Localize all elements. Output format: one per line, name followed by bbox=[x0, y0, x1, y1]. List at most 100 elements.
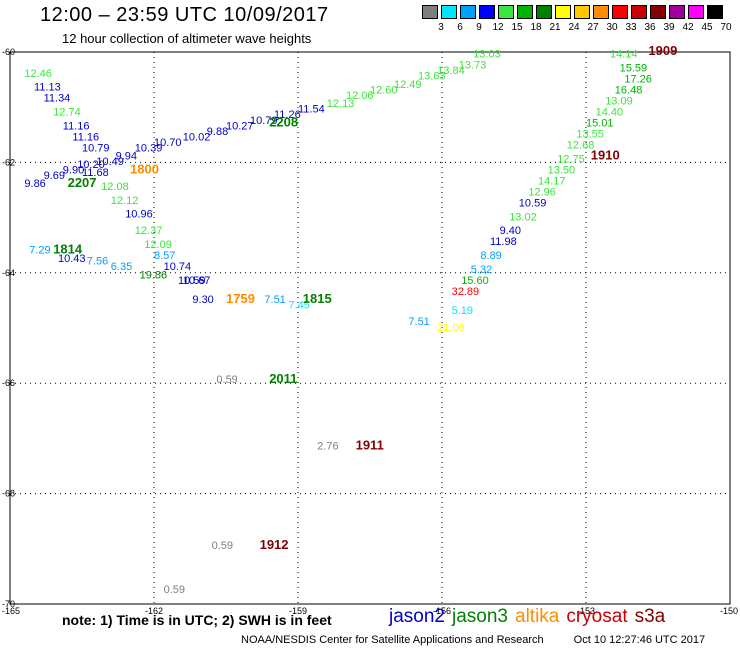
wave-height-value: 14.17 bbox=[538, 175, 566, 187]
legend-swatch-label: 33 bbox=[625, 22, 637, 33]
wave-height-value: 9.69 bbox=[44, 170, 65, 182]
legend-swatch-label: 9 bbox=[476, 22, 482, 33]
wave-height-value: 9.40 bbox=[500, 225, 521, 237]
legend-swatch-label: 24 bbox=[568, 22, 580, 33]
legend-swatch bbox=[574, 5, 590, 19]
wave-height-value: 9.94 bbox=[116, 151, 137, 163]
legend-swatch bbox=[517, 5, 533, 19]
wave-height-value: 10.79 bbox=[82, 142, 110, 154]
wave-height-value: 7.45 bbox=[288, 300, 309, 312]
wave-height-value: 12.06 bbox=[346, 90, 374, 102]
pass-time-label: 2011 bbox=[269, 371, 297, 386]
legend-swatch-label: 15 bbox=[511, 22, 523, 33]
wave-height-value: 12.46 bbox=[24, 68, 52, 80]
wave-height-value: 10.74 bbox=[164, 261, 192, 273]
pass-time-label: 1815 bbox=[303, 291, 332, 306]
lat-tick-label: -60 bbox=[2, 47, 15, 57]
legend-swatch-label: 18 bbox=[530, 22, 542, 33]
footer-timestamp: Oct 10 12:27:46 UTC 2017 bbox=[573, 634, 706, 646]
wave-height-value: 11.68 bbox=[82, 167, 109, 179]
legend-swatch bbox=[669, 5, 685, 19]
wave-height-value: 12.13 bbox=[327, 98, 355, 110]
lon-tick-label: -162 bbox=[145, 606, 163, 616]
wave-height-value: 13.09 bbox=[605, 95, 633, 107]
lat-tick-label: -64 bbox=[2, 268, 15, 278]
wave-height-value: 5.19 bbox=[452, 305, 473, 317]
pass-time-label: 2207 bbox=[68, 175, 97, 190]
lon-tick-label: -159 bbox=[289, 606, 307, 616]
wave-height-value: 10.59 bbox=[178, 275, 206, 287]
legend-swatch bbox=[536, 5, 552, 19]
wave-height-value: 11.16 bbox=[72, 131, 99, 143]
map-frame bbox=[9, 51, 731, 605]
legend-swatch bbox=[441, 5, 457, 19]
legend-swatch-label: 45 bbox=[701, 22, 713, 33]
pass-time-label: 1911 bbox=[356, 437, 384, 452]
wave-height-value: 5.32 bbox=[471, 264, 492, 276]
wave-height-value: 6.35 bbox=[111, 261, 132, 273]
satellite-legend: jason2 jason3 altika cryosat s3a bbox=[389, 606, 672, 628]
sat-jason3-label: jason3 bbox=[452, 606, 508, 627]
wave-height-value: 10.02 bbox=[183, 131, 211, 143]
wave-height-value: 10.96 bbox=[125, 209, 153, 221]
wave-height-value: 10.27 bbox=[226, 120, 254, 132]
wave-height-value: 10.43 bbox=[58, 253, 86, 265]
legend-swatch bbox=[460, 5, 476, 19]
legend-swatch bbox=[650, 5, 666, 19]
wave-height-value: 32.89 bbox=[452, 286, 480, 298]
wave-height-value: 10.39 bbox=[135, 142, 163, 154]
legend-swatch bbox=[707, 5, 723, 19]
wave-height-value: 11.13 bbox=[34, 82, 61, 94]
wave-height-value: 10.20 bbox=[77, 159, 105, 171]
pass-time-label: 1814 bbox=[53, 241, 83, 256]
pass-time-label: 1912 bbox=[260, 537, 289, 552]
lat-tick-label: -70 bbox=[2, 599, 15, 609]
wave-height-value: 12.74 bbox=[53, 106, 81, 118]
legend-swatch-label: 42 bbox=[682, 22, 694, 33]
wave-height-value: 0.59 bbox=[216, 374, 237, 386]
wave-height-value: 13.02 bbox=[509, 211, 537, 223]
sat-altika-label: altika bbox=[515, 606, 560, 627]
wave-height-value: 0.59 bbox=[164, 584, 185, 596]
wave-height-value: 12.60 bbox=[370, 84, 398, 96]
wave-height-value: 13.55 bbox=[576, 129, 604, 141]
wave-height-value: 12.09 bbox=[144, 239, 172, 251]
wave-height-value: 12.37 bbox=[135, 225, 163, 237]
wave-height-value: 7.29 bbox=[29, 244, 50, 256]
wave-height-value: 7.56 bbox=[87, 256, 108, 268]
pass-time-label: 1800 bbox=[130, 161, 159, 176]
wave-height-value: 10.79 bbox=[250, 115, 278, 127]
wave-height-value: 12.68 bbox=[567, 140, 595, 152]
footer: NOAA/NESDIS Center for Satellite Applica… bbox=[241, 634, 735, 646]
lon-tick-label: -156 bbox=[433, 606, 451, 616]
pass-time-label: 1909 bbox=[648, 43, 677, 58]
wave-height-value: 10.70 bbox=[154, 137, 182, 149]
wave-height-value: 19.86 bbox=[140, 269, 168, 281]
legend-swatch-label: 36 bbox=[644, 22, 656, 33]
wave-height-value: 17.26 bbox=[624, 73, 652, 85]
legend-swatch-label: 30 bbox=[606, 22, 618, 33]
wave-height-value: 10.67 bbox=[183, 275, 211, 287]
lat-tick-label: -62 bbox=[2, 157, 15, 167]
legend-swatch bbox=[479, 5, 495, 19]
wave-height-value: 13.73 bbox=[459, 60, 487, 72]
sat-cryosat-label: cryosat bbox=[566, 606, 628, 627]
legend-swatch-label: 27 bbox=[587, 22, 599, 33]
footer-org: NOAA/NESDIS Center for Satellite Applica… bbox=[241, 634, 544, 646]
sat-jason2-label: jason2 bbox=[389, 606, 445, 627]
legend-swatch bbox=[688, 5, 704, 19]
wave-height-value: 14.14 bbox=[610, 49, 638, 61]
lon-tick-label: -165 bbox=[2, 606, 20, 616]
wave-height-value: 11.16 bbox=[63, 120, 90, 132]
legend-swatch-label: 70 bbox=[720, 22, 732, 33]
wave-height-value: 12.75 bbox=[557, 153, 585, 165]
wave-height-value: 16.48 bbox=[615, 84, 643, 96]
wave-height-value: 15.01 bbox=[586, 118, 614, 130]
wave-height-value: 9.88 bbox=[207, 126, 228, 138]
wave-height-value: 11.34 bbox=[44, 93, 71, 105]
legend-swatch-label: 12 bbox=[492, 22, 504, 33]
wave-height-value: 15.59 bbox=[620, 62, 648, 74]
legend-swatch bbox=[422, 5, 438, 19]
wave-height-value: 15.60 bbox=[461, 275, 489, 287]
